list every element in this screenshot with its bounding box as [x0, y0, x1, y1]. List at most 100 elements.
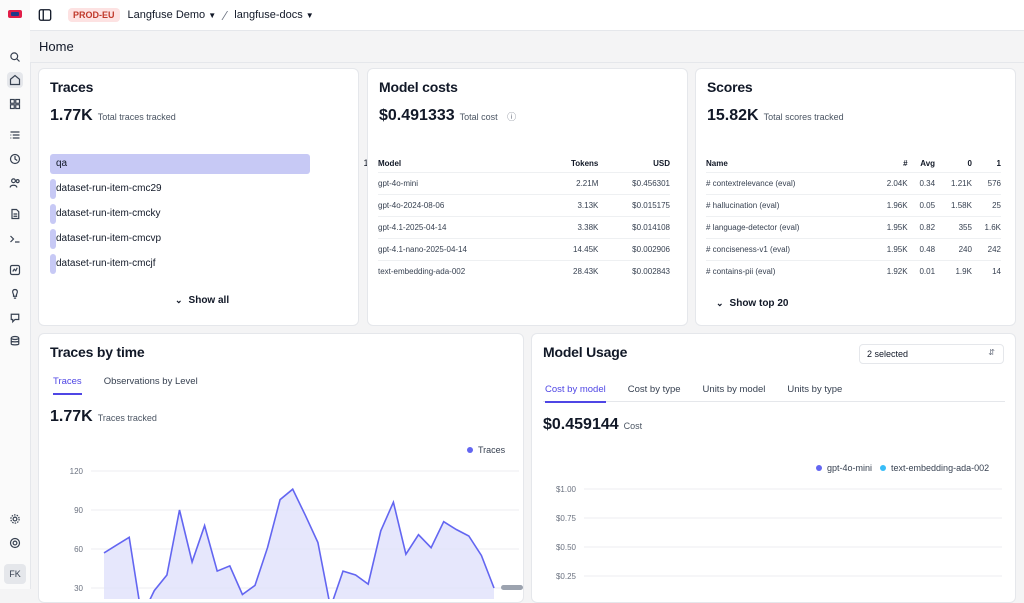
table-cell: # hallucination (eval): [706, 194, 871, 217]
chevron-down-icon: ⌄: [716, 298, 724, 308]
card-title: Scores: [707, 79, 753, 95]
info-icon[interactable]: ⓘ: [507, 112, 517, 122]
annotation-icon[interactable]: [7, 310, 23, 326]
model-usage-chart: $1.00 $0.75 $0.50 $0.25: [556, 485, 1002, 581]
sidebar-toggle-icon[interactable]: [38, 8, 52, 22]
sessions-icon[interactable]: [7, 151, 23, 167]
table-row: gpt-4.1-nano-2025-04-14 14.45K $0.002906: [378, 238, 670, 261]
scores-total: 15.82K Total scores tracked: [707, 107, 844, 124]
playground-icon[interactable]: [7, 231, 23, 247]
org-selector[interactable]: Langfuse Demo ▼: [128, 9, 217, 21]
trace-name: qa: [56, 158, 68, 169]
table-cell: 2.21M: [546, 172, 599, 195]
table-cell: 2.04K: [870, 172, 908, 195]
chevron-down-icon: ⌄: [175, 295, 183, 305]
datasets-icon[interactable]: [7, 333, 23, 349]
tab-observations-by-level[interactable]: Observations by Level: [103, 376, 198, 387]
tab-divider: [543, 401, 1005, 402]
prompts-icon[interactable]: [7, 206, 23, 222]
traces-by-time-card: Traces by time Traces Observations by Le…: [38, 333, 524, 603]
column-header: Name: [706, 158, 728, 168]
table-cell: 28.43K: [546, 260, 599, 282]
table-cell: 1.9K: [935, 260, 972, 282]
table-cell: 355: [935, 216, 972, 239]
table-cell: # language-detector (eval): [706, 216, 871, 239]
scores-icon[interactable]: [7, 262, 23, 278]
evaluation-icon[interactable]: [7, 286, 23, 302]
table-cell: 0.05: [907, 194, 936, 217]
trace-name-row[interactable]: dataset-run-item-cmc297: [50, 179, 386, 199]
breadcrumb-separator: ∕: [224, 7, 227, 23]
settings-icon[interactable]: [7, 511, 23, 527]
table-cell: 3.13K: [546, 194, 599, 217]
tab-units-by-type[interactable]: Units by type: [787, 384, 843, 395]
y-tick-label: $0.50: [556, 543, 577, 552]
model-usage-total: $0.459144 Cost: [543, 416, 643, 433]
tab-list: Traces Observations by Level: [53, 376, 220, 395]
table-cell: 0.01: [907, 260, 936, 282]
legend-item: Traces: [467, 445, 505, 455]
project-name: langfuse-docs: [234, 9, 303, 21]
table-cell: 1.92K: [870, 260, 908, 282]
table-cell: gpt-4.1-nano-2025-04-14: [378, 238, 547, 261]
table-cell: 1.95K: [870, 216, 908, 239]
y-tick-label: $0.75: [556, 514, 577, 523]
trace-name-row[interactable]: dataset-run-item-cmcjf5: [50, 254, 386, 274]
legend-dot: [880, 465, 887, 471]
dashboard-icon[interactable]: [7, 96, 23, 112]
table-row: # contextrelevance (eval) 2.04K 0.34 1.21K 5…: [706, 172, 1001, 195]
langfuse-logo[interactable]: [8, 8, 22, 18]
trace-name: dataset-run-item-cmcvp: [56, 233, 162, 244]
tab-cost-by-model[interactable]: Cost by model: [545, 384, 606, 403]
chevron-down-icon: ▼: [305, 10, 314, 20]
table-cell: 1.21K: [935, 172, 972, 195]
users-icon[interactable]: [7, 175, 23, 191]
series-area: [104, 489, 494, 599]
traces-list-icon[interactable]: [7, 127, 23, 143]
table-cell: $0.002843: [598, 260, 670, 282]
bar-fill: [50, 154, 310, 174]
card-title: Model Usage: [543, 344, 628, 360]
card-title: Model costs: [379, 79, 458, 95]
scrollbar-thumb[interactable]: [501, 585, 523, 590]
scores-card: Scores 15.82K Total scores tracked Name #…: [695, 68, 1016, 326]
support-icon[interactable]: [7, 535, 23, 551]
bar-fill: [50, 179, 56, 199]
show-top-button[interactable]: ⌄ Show top 20: [716, 298, 789, 309]
table-cell: 14: [971, 260, 1001, 282]
table-row: gpt-4o-2024-08-06 3.13K $0.015175: [378, 194, 670, 217]
table-cell: gpt-4o-mini: [378, 172, 547, 195]
table-cell: gpt-4.1-2025-04-14: [378, 216, 547, 239]
topbar: PROD-EU Langfuse Demo ▼ ∕ langfuse-docs …: [30, 0, 1024, 31]
env-badge: PROD-EU: [68, 8, 120, 22]
table-cell: gpt-4o-2024-08-06: [378, 194, 547, 217]
table-cell: 1.96K: [870, 194, 908, 217]
project-selector[interactable]: langfuse-docs ▼: [234, 9, 313, 21]
table-cell: 1.95K: [870, 238, 908, 261]
tab-cost-by-type[interactable]: Cost by type: [627, 384, 681, 395]
model-select-dropdown[interactable]: 2 selected ⇵: [859, 344, 1004, 364]
avatar[interactable]: FK: [4, 564, 26, 584]
table-cell: 1.58K: [935, 194, 972, 217]
series-line: [103, 487, 495, 599]
table-cell: 25: [971, 194, 1001, 217]
table-cell: 3.38K: [546, 216, 599, 239]
trace-name-row[interactable]: dataset-run-item-cmcky5: [50, 204, 386, 224]
y-tick-label: 60: [74, 545, 83, 554]
show-all-button[interactable]: ⌄ Show all: [175, 295, 230, 306]
column-header: Avg: [920, 158, 936, 168]
trace-name: dataset-run-item-cmcky: [56, 208, 161, 219]
home-icon[interactable]: [7, 72, 23, 88]
page-title: Home: [39, 39, 74, 54]
trace-name-row[interactable]: qa1,736: [50, 154, 386, 174]
table-cell: 1.6K: [971, 216, 1001, 239]
tab-traces[interactable]: Traces: [53, 376, 82, 395]
trace-name-row[interactable]: dataset-run-item-cmcvp5: [50, 229, 386, 249]
tab-units-by-model[interactable]: Units by model: [702, 384, 766, 395]
y-tick-label: 120: [70, 467, 84, 476]
search-icon[interactable]: [7, 49, 23, 65]
table-cell: # contextrelevance (eval): [706, 172, 871, 195]
table-cell: 242: [971, 238, 1001, 261]
bar-fill: [50, 204, 56, 224]
